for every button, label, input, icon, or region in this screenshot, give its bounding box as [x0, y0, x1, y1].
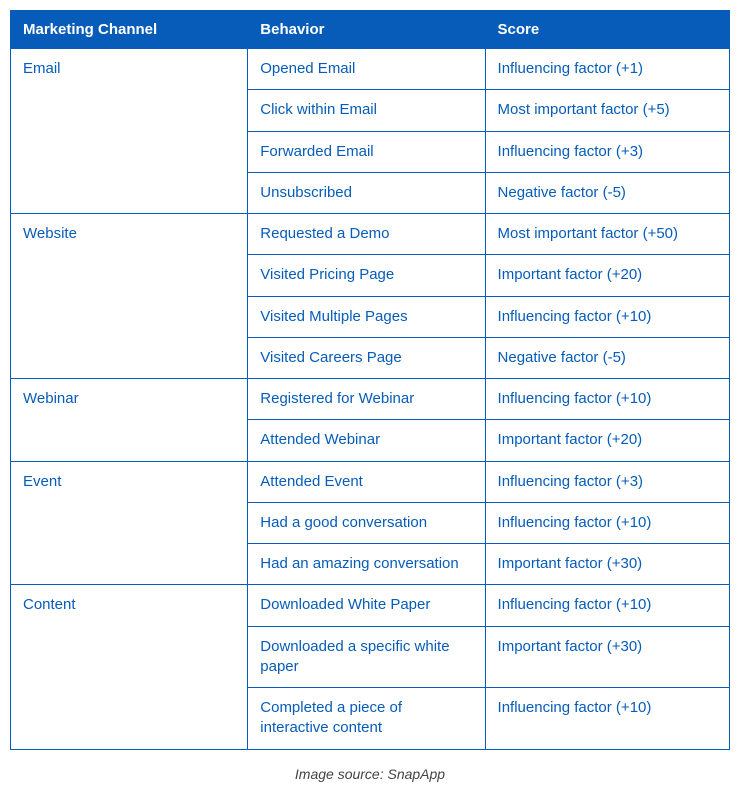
- score-cell: Important factor (+30): [485, 544, 729, 585]
- score-cell: Influencing factor (+10): [485, 379, 729, 420]
- score-cell: Negative factor (-5): [485, 337, 729, 378]
- behavior-cell: Click within Email: [248, 90, 485, 131]
- behavior-cell: Registered for Webinar: [248, 379, 485, 420]
- col-header-score: Score: [485, 11, 729, 49]
- score-cell: Influencing factor (+10): [485, 502, 729, 543]
- table-row: Content Downloaded White Paper Influenci…: [11, 585, 730, 626]
- channel-cell: Email: [11, 49, 248, 214]
- score-cell: Influencing factor (+10): [485, 585, 729, 626]
- behavior-cell: Downloaded a specific white paper: [248, 626, 485, 688]
- table-row: Event Attended Event Influencing factor …: [11, 461, 730, 502]
- behavior-cell: Downloaded White Paper: [248, 585, 485, 626]
- behavior-cell: Visited Pricing Page: [248, 255, 485, 296]
- behavior-cell: Attended Webinar: [248, 420, 485, 461]
- image-source-caption: Image source: SnapApp: [10, 750, 730, 790]
- behavior-cell: Completed a piece of interactive content: [248, 688, 485, 750]
- behavior-cell: Attended Event: [248, 461, 485, 502]
- channel-cell: Content: [11, 585, 248, 749]
- table-row: Webinar Registered for Webinar Influenci…: [11, 379, 730, 420]
- behavior-cell: Unsubscribed: [248, 172, 485, 213]
- behavior-cell: Visited Careers Page: [248, 337, 485, 378]
- behavior-cell: Had an amazing conversation: [248, 544, 485, 585]
- table-row: Email Opened Email Influencing factor (+…: [11, 49, 730, 90]
- behavior-cell: Forwarded Email: [248, 131, 485, 172]
- behavior-cell: Had a good conversation: [248, 502, 485, 543]
- score-cell: Important factor (+20): [485, 255, 729, 296]
- table-row: Website Requested a Demo Most important …: [11, 214, 730, 255]
- score-cell: Most important factor (+50): [485, 214, 729, 255]
- scoring-table-container: Marketing Channel Behavior Score Email O…: [10, 10, 730, 790]
- scoring-table: Marketing Channel Behavior Score Email O…: [10, 10, 730, 750]
- score-cell: Influencing factor (+10): [485, 688, 729, 750]
- score-cell: Most important factor (+5): [485, 90, 729, 131]
- channel-cell: Event: [11, 461, 248, 585]
- score-cell: Important factor (+20): [485, 420, 729, 461]
- channel-cell: Website: [11, 214, 248, 379]
- channel-cell: Webinar: [11, 379, 248, 462]
- score-cell: Influencing factor (+3): [485, 461, 729, 502]
- behavior-cell: Opened Email: [248, 49, 485, 90]
- score-cell: Negative factor (-5): [485, 172, 729, 213]
- score-cell: Important factor (+30): [485, 626, 729, 688]
- col-header-channel: Marketing Channel: [11, 11, 248, 49]
- behavior-cell: Visited Multiple Pages: [248, 296, 485, 337]
- table-header: Marketing Channel Behavior Score: [11, 11, 730, 49]
- score-cell: Influencing factor (+3): [485, 131, 729, 172]
- table-body: Email Opened Email Influencing factor (+…: [11, 49, 730, 750]
- behavior-cell: Requested a Demo: [248, 214, 485, 255]
- score-cell: Influencing factor (+10): [485, 296, 729, 337]
- score-cell: Influencing factor (+1): [485, 49, 729, 90]
- col-header-behavior: Behavior: [248, 11, 485, 49]
